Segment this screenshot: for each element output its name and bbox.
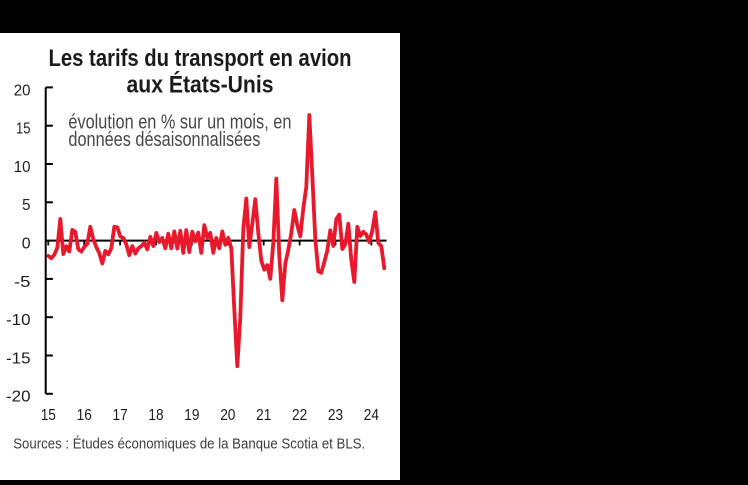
svg-text:23: 23 [328,407,343,424]
svg-text:20: 20 [220,407,235,424]
svg-text:-15: -15 [6,350,31,367]
svg-text:Les tarifs du transport en avi: Les tarifs du transport en avion [49,45,352,72]
svg-text:-10: -10 [6,312,31,329]
svg-text:-20: -20 [6,389,31,406]
svg-text:17: 17 [113,407,128,424]
svg-text:15: 15 [41,407,56,424]
svg-text:0: 0 [22,236,31,253]
svg-text:données désaisonnalisées: données désaisonnalisées [68,128,260,151]
svg-text:19: 19 [184,407,199,424]
svg-text:21: 21 [256,407,271,424]
svg-text:évolution en % sur un mois, en: évolution en % sur un mois, en [68,111,291,134]
svg-text:15: 15 [16,121,31,138]
svg-text:24: 24 [364,407,379,424]
svg-text:Sources : Études économiques d: Sources : Études économiques de la Banqu… [13,436,365,453]
svg-text:-5: -5 [14,274,31,291]
svg-text:aux États-Unis: aux États-Unis [127,70,274,98]
svg-text:10: 10 [14,159,31,176]
svg-text:16: 16 [77,407,92,424]
svg-text:5: 5 [22,197,30,214]
svg-text:18: 18 [148,407,163,424]
svg-text:22: 22 [292,407,307,424]
svg-text:20: 20 [14,82,31,99]
